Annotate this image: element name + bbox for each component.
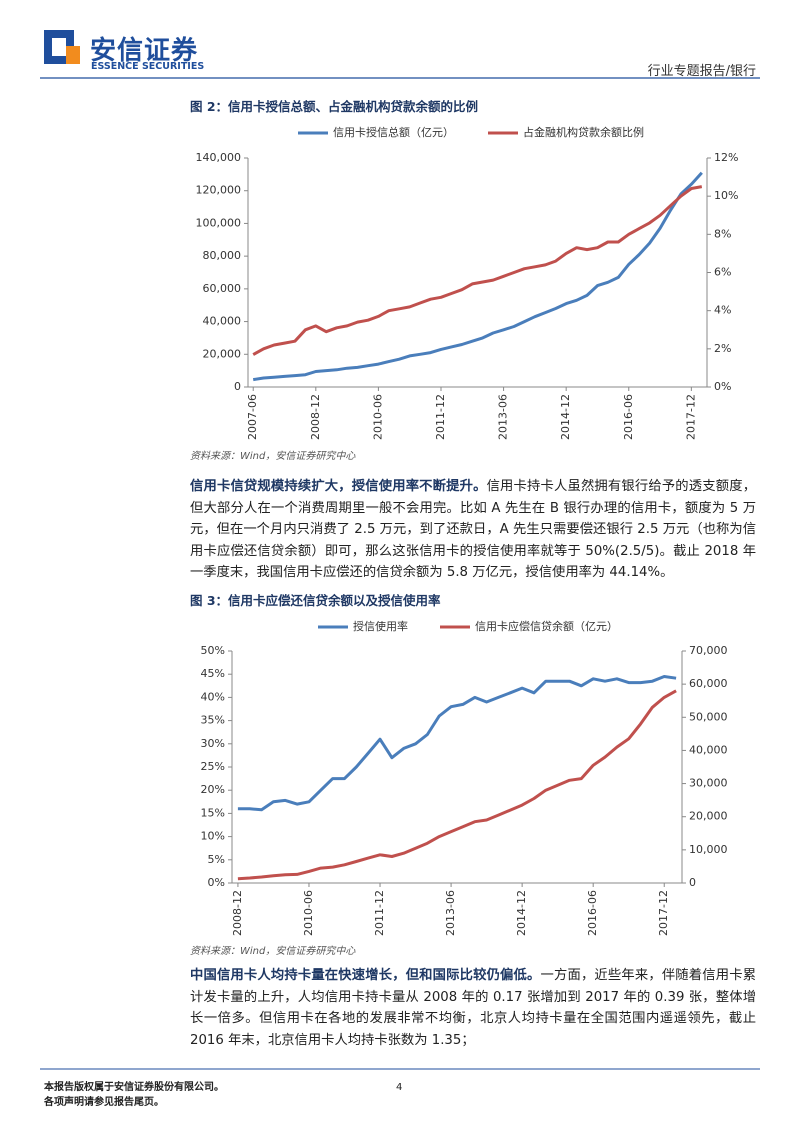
x-tick-label: 2008-12	[231, 890, 244, 936]
chart: 0% 5% 10% 15% 20% 25% 30% 35% 40% 45% 50% 0 10,000 20…	[201, 619, 728, 936]
tick-label: 0%	[714, 380, 731, 393]
x-tick-label: 2017-12	[657, 890, 670, 936]
tick-label: 30%	[201, 737, 225, 750]
tick-label: 25%	[201, 760, 225, 773]
tick-label: 35%	[201, 714, 225, 727]
figure-source: 资料来源：Wind，安信证券研究中心	[190, 451, 356, 462]
legend-label: 授信使用率	[353, 619, 408, 633]
tick-label: 20%	[201, 783, 225, 796]
tick-label: 0	[234, 380, 241, 393]
figure-source: 资料来源：Wind，安信证券研究中心	[190, 946, 356, 957]
tick-label: 45%	[201, 667, 225, 680]
tick-label: 6%	[714, 266, 731, 279]
x-tick-label: 2011-12	[434, 394, 447, 440]
tick-label: 8%	[714, 227, 731, 240]
paragraph-lead: 信用卡信贷规模持续扩大，授信使用率不断提升。	[190, 479, 487, 494]
x-tick-label: 2014-12	[559, 394, 572, 440]
logo-cut	[52, 38, 66, 56]
tick-label: 0%	[208, 876, 225, 889]
tick-label: 4%	[714, 304, 731, 317]
x-tick-label: 2013-06	[497, 394, 510, 440]
legend-label: 占金融机构贷款余额比例	[523, 125, 644, 139]
tick-label: 100,000	[196, 216, 242, 229]
paragraph-text: 一方面，近些年来，伴随着信用卡累计发卡量的上升，人均信用卡持卡量从 2008 年…	[190, 968, 757, 1048]
tick-label: 30,000	[689, 777, 728, 790]
tick-label: 60,000	[203, 282, 242, 295]
x-tick-label: 2011-12	[373, 890, 386, 936]
chart: 0 20,000 40,000 60,000 80,000 100,000 120,000 1…	[196, 125, 739, 440]
x-tick-label: 2007-06	[246, 394, 259, 440]
logo-accent	[66, 46, 80, 64]
logo-subname: ESSENCE SECURITIES	[91, 61, 205, 72]
logo-name: 安信证券	[90, 36, 199, 66]
tick-label: 12%	[714, 151, 738, 164]
tick-label: 5%	[208, 853, 225, 866]
paragraph: 信用卡信贷规模持续扩大，授信使用率不断提升。信用卡持卡人虽然拥有银行给予的透支额…	[190, 476, 756, 584]
tick-label: 10,000	[689, 843, 728, 856]
tick-label: 140,000	[196, 151, 242, 164]
tick-label: 70,000	[689, 644, 728, 657]
x-tick-label: 2013-06	[444, 890, 457, 936]
footer-disclaimer: 各项声明请参见报告尾页。	[44, 1097, 164, 1108]
tick-label: 10%	[714, 189, 738, 202]
tick-label: 40%	[201, 690, 225, 703]
tick-label: 20,000	[689, 810, 728, 823]
paragraph-text: 信用卡持卡人虽然拥有银行给予的透支额度，但大部分人在一个消费周期里一般不会用完。…	[190, 479, 757, 580]
series-line	[237, 675, 677, 812]
tick-label: 2%	[714, 342, 731, 355]
tick-label: 60,000	[689, 677, 728, 690]
x-tick-label: 2014-12	[515, 890, 528, 936]
x-tick-label: 2008-12	[309, 394, 322, 440]
tick-label: 80,000	[203, 249, 242, 262]
series-line	[252, 171, 703, 382]
logo	[44, 30, 80, 64]
tick-label: 50%	[201, 644, 225, 657]
tick-label: 40,000	[203, 315, 242, 328]
series-line	[252, 185, 703, 356]
x-tick-label: 2016-06	[622, 394, 635, 440]
tick-label: 20,000	[203, 347, 242, 360]
paragraph: 中国信用卡人均持卡量在快速增长，但和国际比较仍偏低。一方面，近些年来，伴随着信用…	[190, 965, 756, 1051]
tick-label: 15%	[201, 806, 225, 819]
tick-label: 50,000	[689, 710, 728, 723]
x-tick-label: 2016-06	[586, 890, 599, 936]
series-line	[237, 689, 677, 881]
legend-label: 信用卡授信总额（亿元）	[333, 125, 454, 139]
page-number: 4	[396, 1082, 403, 1093]
tick-label: 0	[689, 876, 696, 889]
x-tick-label: 2010-06	[371, 394, 384, 440]
x-tick-label: 2010-06	[302, 890, 315, 936]
tick-label: 10%	[201, 830, 225, 843]
section-title: 行业专题报告/银行	[647, 64, 756, 79]
tick-label: 40,000	[689, 743, 728, 756]
legend-label: 信用卡应偿信贷余额（亿元）	[475, 619, 618, 633]
tick-label: 120,000	[196, 184, 242, 197]
figure-caption: 图 3：信用卡应偿还信贷余额以及授信使用率	[190, 593, 441, 608]
figure-caption: 图 2：信用卡授信总额、占金融机构贷款余额的比例	[190, 99, 479, 114]
footer-copyright: 本报告版权属于安信证券股份有限公司。	[44, 1082, 224, 1093]
paragraph-lead: 中国信用卡人均持卡量在快速增长，但和国际比较仍偏低。	[190, 968, 541, 983]
x-tick-label: 2017-12	[684, 394, 697, 440]
